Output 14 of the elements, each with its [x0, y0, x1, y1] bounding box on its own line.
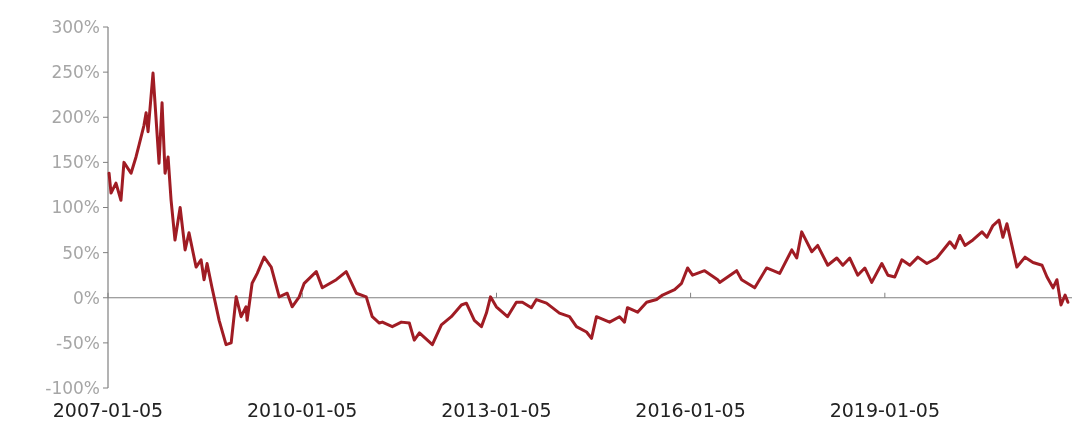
y-tick-label: 300%: [51, 16, 100, 37]
y-tick-label: 250%: [51, 62, 100, 83]
x-tick-label: 2016-01-05: [635, 399, 746, 421]
x-tick-label: 2019-01-05: [829, 399, 941, 421]
y-tick-label: -100%: [45, 377, 100, 398]
y-tick-label: 50%: [62, 242, 100, 263]
y-tick-label: 200%: [51, 107, 100, 128]
x-tick-label: 2007-01-05: [52, 399, 164, 421]
y-tick-label: 0%: [73, 287, 100, 308]
x-tick-label: 2010-01-05: [247, 399, 358, 421]
y-tick-label: -50%: [56, 332, 100, 353]
y-tick-label: 150%: [51, 152, 100, 173]
x-tick-label: 2013-01-05: [441, 399, 552, 421]
y-tick-label: 100%: [51, 197, 100, 218]
